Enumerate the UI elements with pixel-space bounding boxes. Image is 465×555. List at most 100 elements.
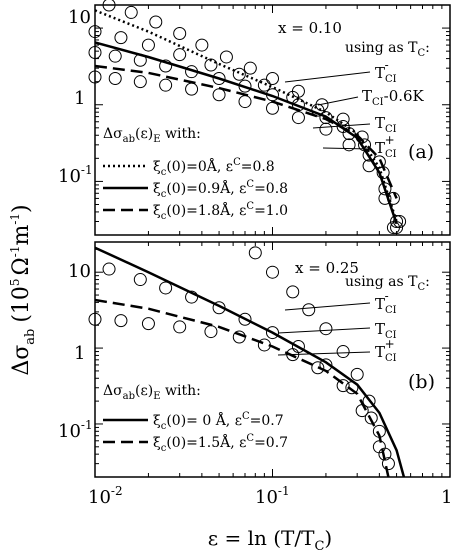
panel-a-point-T_CI (108, 49, 122, 63)
panel-b-point-T_CI- (336, 345, 350, 359)
panel-a-using-label: using as TC: (345, 40, 430, 59)
panel-b-legend-item-2: ξc(0)=1.5Å, εC=0.7 (153, 433, 288, 454)
panel-a-point-T_CI (212, 71, 226, 85)
svg-text:Δσab(105Ω-1m-1): Δσab(105Ω-1m-1) (8, 204, 38, 375)
panel-a-point-T_CI (159, 59, 173, 73)
panel-a-point-T_CI (88, 46, 102, 60)
panel-a-pointer-2 (317, 96, 359, 106)
panel-a-pointer-4 (322, 147, 371, 150)
panel-a-legend-item-1: ξc(0)=0Å, εC=0.8 (153, 157, 275, 178)
panel-a-point-T_CI+ (342, 138, 356, 152)
panel-a-point-T_CI+ (386, 221, 400, 235)
panel-b: 10 1 10-1 10-2 10-1 1 x = 0.25 using as … (58, 241, 452, 508)
panel-a-legend-item-3: ξc(0)=1.8Å, εC=1.0 (153, 201, 288, 222)
panel-b-curve-label-1: TCI- (375, 289, 397, 316)
panel-a-ytick-1: 1 (74, 88, 85, 109)
panel-a-label: (a) (408, 141, 434, 163)
panel-b-label: (b) (408, 371, 435, 393)
panel-b-point-T_CI+ (141, 317, 155, 331)
panel-b-point-T_CI+ (204, 325, 218, 339)
panel-b-pointer-3 (277, 351, 371, 356)
panel-b-point-T_CI+ (88, 312, 102, 326)
panel-a-point-T_CI+ (212, 88, 226, 102)
panel-a-legend-title: Δσab(ε)E with: (103, 126, 201, 145)
panel-b-ytick-0.1: 10-1 (58, 418, 93, 442)
panel-b-point-T_CI (102, 262, 116, 276)
panel-b-using-label: using as TC: (345, 274, 430, 293)
panel-b-point-T_CI (133, 273, 147, 287)
panel-a-curve-label-3: TCI (375, 114, 397, 135)
panel-b-ytick-10: 10 (68, 261, 91, 282)
panel-a-pointer-3 (312, 123, 371, 129)
panel-a-curve-label-4: TCI+ (375, 133, 397, 160)
x-axis-label: ε = ln (T/TC) (208, 526, 332, 554)
panel-a-point-T_CI+ (238, 95, 252, 109)
panel-a-point-T_CI-0.6K (173, 48, 187, 62)
panel-b-curve-label-2: TCI (375, 320, 397, 341)
panel-b-point-T_CI+ (173, 320, 187, 334)
panel-b-x-value: x = 0.25 (295, 259, 359, 277)
panel-a-point-T_CI+ (88, 70, 102, 84)
panel-b-curve-label-3: TCI+ (375, 337, 397, 364)
panel-a-point-T_CI+ (159, 78, 173, 92)
panel-a: 10 1 10-1 x = 0.10 using as TC: TCI- TCI… (58, 0, 451, 236)
panel-b-point-T_CI- (286, 285, 300, 299)
panel-b-xtick-1: 1 (441, 487, 452, 508)
panel-a-point-T_CI- (102, 0, 116, 12)
panel-b-point-T_CI (185, 290, 199, 304)
panel-a-point-T_CI- (336, 112, 350, 126)
panel-b-marks (88, 242, 451, 478)
panel-b-point-T_CI (364, 411, 378, 425)
panel-a-point-T_CI (378, 182, 392, 196)
panel-a-point-T_CI- (173, 26, 187, 40)
panel-b-point-T_CI+ (311, 361, 325, 375)
panel-a-point-T_CI- (315, 98, 329, 112)
panel-a-point-T_CI-0.6K (114, 31, 128, 45)
panel-b-point-T_CI- (319, 322, 333, 336)
panel-b-point-T_CI- (362, 394, 376, 408)
panel-a-ytick-0.1: 10-1 (58, 163, 93, 187)
panel-b-point-T_CI+ (114, 314, 128, 328)
panel-a-point-T_CI+ (185, 82, 199, 96)
panel-b-point-T_CI- (381, 457, 395, 471)
panel-b-legend-title: Δσab(ε)E with: (103, 383, 201, 402)
panel-b-pointer-1 (284, 302, 371, 311)
panel-b-point-T_CI+ (355, 404, 369, 418)
panel-a-point-T_CI+ (133, 75, 147, 89)
y-axis-label: Δσab(105Ω-1m-1) (8, 204, 38, 375)
panel-b-pointer-2 (277, 327, 371, 334)
panel-b-point-T_CI+ (336, 379, 350, 393)
panel-b-legend-item-1: ξc(0)= 0 Å, εC=0.7 (153, 411, 284, 432)
panel-a-point-T_CI+ (108, 71, 122, 85)
panel-a-series-line-2 (94, 41, 398, 225)
panel-b-point-T_CI- (248, 246, 262, 260)
panel-a-point-T_CI- (195, 38, 209, 52)
panel-b-point-T_CI- (350, 367, 364, 381)
panel-b-point-T_CI- (266, 265, 279, 279)
panel-a-point-T_CI-0.6K (232, 67, 246, 81)
panel-a-point-T_CI-0.6K (257, 78, 271, 92)
panel-a-pointer-1 (284, 71, 371, 83)
panel-a-point-T_CI- (124, 5, 138, 19)
panel-b-xtick-0.01: 10-2 (88, 484, 123, 508)
panel-a-point-T_CI+ (319, 122, 333, 136)
panel-b-point-T_CI (159, 281, 173, 295)
panel-a-point-T_CI-0.6K (88, 25, 102, 39)
panel-b-series-line-1 (94, 246, 406, 478)
panel-b-point-T_CI (238, 312, 252, 326)
panel-a-point-T_CI+ (291, 111, 305, 125)
panel-a-curve-label-1: TCI- (375, 58, 397, 85)
panel-a-series-line-1 (94, 9, 398, 222)
panel-a-point-T_CI-0.6K (390, 214, 404, 228)
panel-b-ytick-1: 1 (74, 343, 85, 364)
panel-a-point-T_CI- (243, 61, 257, 75)
panel-a-point-T_CI-0.6K (141, 38, 155, 52)
panel-a-marks (88, 0, 451, 236)
panel-a-series-line-3 (94, 64, 398, 199)
panel-a-point-T_CI- (266, 71, 279, 85)
panel-a-point-T_CI- (149, 15, 163, 29)
panel-a-point-T_CI- (219, 50, 233, 64)
panel-a-curve-label-2: TCI-0.6K (362, 87, 425, 108)
panel-b-xtick-0.1: 10-1 (255, 484, 290, 508)
